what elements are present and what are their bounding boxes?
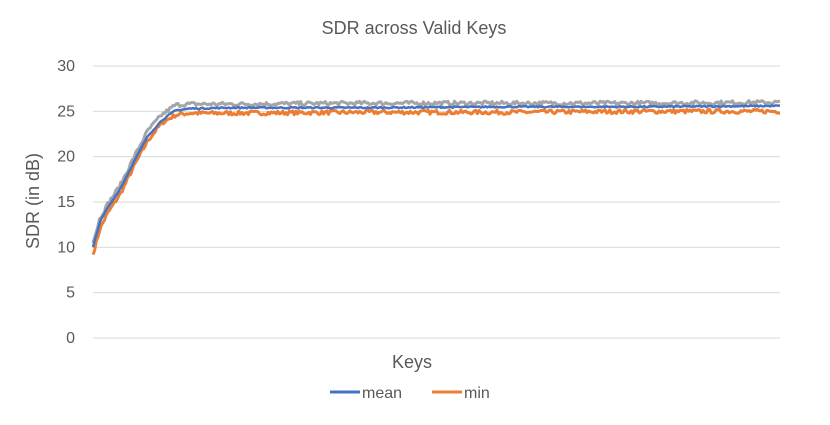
series-lines (91, 99, 781, 256)
y-tick-label: 20 (57, 149, 75, 166)
legend-label-min: min (464, 385, 490, 402)
x-axis-label: Keys (392, 352, 432, 372)
y-tick-label: 30 (57, 58, 75, 75)
gridlines (93, 65, 780, 294)
y-tick-label: 10 (57, 239, 75, 256)
series-line-mean (91, 104, 781, 248)
y-tick-label: 25 (57, 103, 75, 120)
series-line-min (91, 107, 780, 256)
y-tick-label: 0 (66, 330, 75, 347)
legend: mean min (330, 385, 490, 402)
chart-title: SDR across Valid Keys (322, 18, 507, 38)
y-axis-ticks: 0 5 10 15 20 25 30 (57, 58, 75, 347)
y-tick-label: 15 (57, 194, 75, 211)
legend-label-mean: mean (362, 385, 402, 402)
series-line-unnamed (91, 99, 781, 244)
y-axis-label: SDR (in dB) (23, 153, 43, 249)
y-tick-label: 5 (66, 285, 75, 302)
